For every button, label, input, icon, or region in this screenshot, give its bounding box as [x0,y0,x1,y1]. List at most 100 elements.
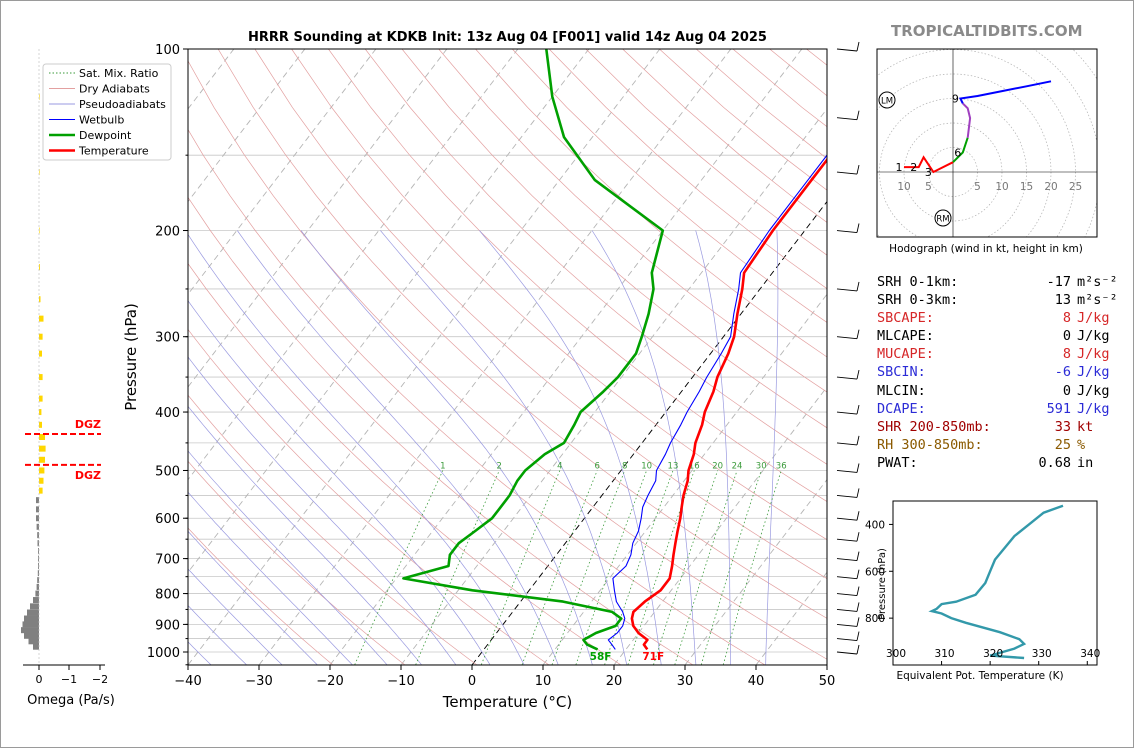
theta-e-panel: 400 600 800 300 310 320 330 340 Pressure (hPa) Eq… [865,500,1100,682]
index-row: SHR 200-850mb: 33 kt [877,418,1118,436]
mixing-ratio-label: 20 [712,461,723,471]
hodograph-axis-label: 5 [925,181,932,193]
pseudoadiabat [188,356,457,665]
dry-adiabat [188,60,827,660]
ytick-label: 500 [155,464,180,479]
hodograph-frame [876,48,1098,238]
mixing-ratio-label: 6 [595,461,600,471]
ytick-label: 300 [155,331,180,346]
pseudoadiabat [695,230,732,665]
wind-barb-flag [856,532,860,542]
xtick-label: 30 [677,674,694,689]
omega-bar [39,374,43,381]
index-value: 33 [1054,418,1071,435]
mixing-ratio-label: 4 [557,461,562,471]
wind-barb [836,230,858,233]
index-unit: J/kg [1077,346,1110,363]
index-row: PWAT: 0.68 in [877,454,1118,472]
pseudoadiabat [237,230,559,665]
hodograph-axis-label: 15 [1020,181,1033,193]
wind-barb [836,538,858,542]
ytick-label: 1000 [147,646,180,661]
dgz-label: DGZ [75,469,101,482]
mixing-ratio-line [575,470,647,665]
mixing-ratio-label: 8 [622,461,627,471]
wind-barb [836,638,858,642]
mixing-ratio-label: 30 [756,461,767,471]
mixing-ratio-label: 2 [497,461,502,471]
omega-axis-label: Omega (Pa/s) [27,693,115,708]
wind-barb-flag [856,644,860,655]
mixing-ratio-line [415,470,500,665]
xtick-label: 40 [748,674,765,689]
hodograph-trace [952,137,969,163]
dry-adiabat [188,263,621,665]
pseudoadiabat [300,230,593,665]
index-row: SBCAPE: 8 J/kg [877,309,1118,327]
legend-entry: Temperature [78,145,149,158]
storm-motion-marker [878,91,896,109]
index-label: SHR 200-850mb: [877,418,991,435]
wind-barb [836,558,858,562]
index-label: SRH 0-1km: [877,274,959,290]
theta-ytick-label: 800 [865,613,885,625]
wind-barb-flag [856,617,860,627]
index-label: SBCAPE: [877,310,934,327]
wind-barb-flag [856,586,860,596]
wind-barb [836,288,858,292]
theta-ytick-label: 400 [865,519,885,531]
mixing-ratio-label: 16 [689,461,700,471]
index-value: 0.68 [1038,454,1071,471]
pseudoadiabat [188,405,422,665]
theta-e-trace [928,504,1064,660]
pseudoadiabat [188,530,318,665]
omega-panel: 0 −1 −2 Omega (Pa/s) DGZ DGZ [21,49,115,708]
omega-bar [39,333,43,340]
pseudoadiabat [479,230,662,665]
omega-bar [33,643,39,650]
storm-motion-label: RM [936,215,949,225]
mixing-ratio-label: 10 [641,461,652,471]
ytick-label: 100 [155,43,180,58]
pseudoadiabat [380,230,628,665]
skewt-frame [187,48,828,666]
omega-bar [36,523,39,530]
index-value: 25 [1054,436,1071,453]
dry-adiabat [438,49,827,393]
omega-bar [37,577,39,584]
ytick-label: 600 [155,512,180,527]
wind-barb-flag [856,551,860,561]
legend-entry: Sat. Mix. Ratio [79,67,159,80]
series-dewpoint [402,49,665,651]
wind-barb-flag [856,369,860,380]
isotherm [1,49,21,665]
index-value: 591 [1046,400,1071,417]
wind-barb [836,171,858,175]
hodograph-panel: 10 5 5 10 15 20 25 1 2 3 6 9 LM RM Hodograph (wind in … [876,48,1098,255]
omega-bar [39,395,43,402]
index-label: MLCAPE: [877,328,934,345]
legend-entry: Wetbulb [79,114,124,127]
index-value: 0 [1062,382,1071,399]
omega-bar [36,506,39,513]
index-unit: m²s⁻² [1077,274,1118,290]
hodograph-axis-label: 10 [995,181,1008,193]
wind-barb [836,336,858,340]
index-row: SRH 0-3km: 13 m²s⁻² [877,291,1118,309]
surface-dewpoint-label: 58F [590,651,612,663]
theta-xtick-label: 340 [1080,648,1100,660]
hodograph-axis-label: 10 [897,181,910,193]
omega-bar [37,570,39,577]
theta-y-axis-label: Pressure (hPa) [877,548,888,620]
theta-xtick-label: 310 [935,648,955,660]
wind-barb-flag [856,569,860,579]
omega-bar [39,93,40,100]
hodograph-height-label: 1 [896,161,903,174]
legend: Sat. Mix. Ratio Dry Adiabats Pseudoadiabat… [42,63,172,161]
mixing-ratio-line [653,470,718,665]
hodograph-height-label: 6 [954,146,961,159]
ytick-label: 200 [155,225,180,240]
index-unit: J/kg [1077,310,1110,327]
theta-xtick-label: 320 [983,648,1003,660]
